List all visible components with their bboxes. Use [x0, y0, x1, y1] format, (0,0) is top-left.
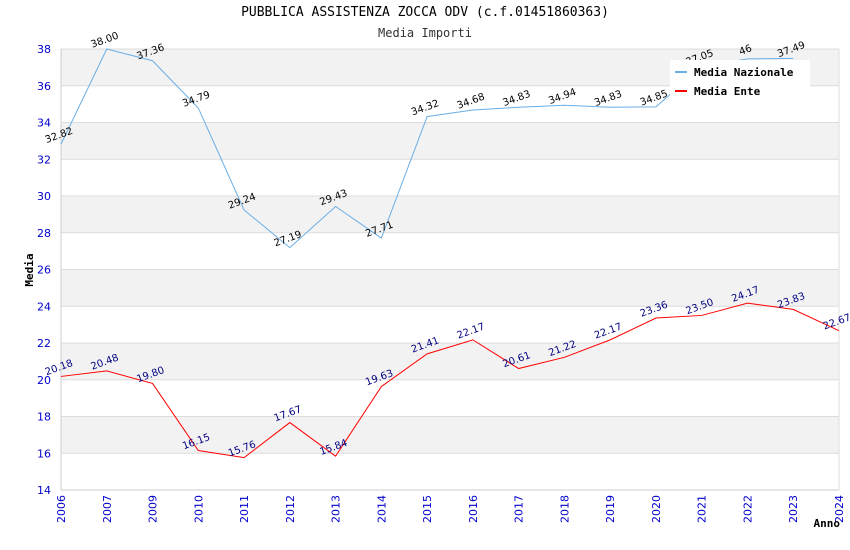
x-tick-label: 2012 — [284, 495, 297, 523]
grid-band — [61, 269, 839, 307]
chart-subtitle: Media Importi — [378, 26, 472, 40]
y-axis-title: Media — [23, 253, 36, 286]
x-tick-label: 2023 — [787, 495, 800, 523]
grid-band — [61, 196, 839, 233]
y-tick-label: 30 — [37, 190, 51, 203]
x-tick-label: 2020 — [650, 495, 663, 523]
x-tick-label: 2015 — [421, 495, 434, 523]
y-tick-label: 24 — [37, 300, 51, 313]
y-tick-label: 18 — [37, 411, 51, 424]
y-tick-label: 20 — [37, 374, 51, 387]
x-tick-label: 2024 — [833, 495, 846, 523]
y-tick-label: 32 — [37, 153, 51, 166]
x-tick-label: 2021 — [696, 495, 709, 523]
legend-label-nazionale: Media Nazionale — [694, 66, 794, 79]
grid-band — [61, 232, 839, 270]
x-tick-label: 2006 — [55, 495, 68, 523]
grid-band — [61, 343, 839, 380]
y-tick-label: 38 — [37, 43, 51, 56]
y-tick-label: 16 — [37, 447, 51, 460]
x-tick-label: 2022 — [741, 495, 754, 523]
y-tick-label: 14 — [37, 484, 51, 497]
x-tick-label: 2018 — [558, 495, 571, 523]
x-tick-label: 2007 — [101, 495, 114, 523]
x-tick-label: 2009 — [147, 495, 160, 523]
grid-band — [61, 306, 839, 343]
y-tick-label: 36 — [37, 80, 51, 93]
y-tick-label: 26 — [37, 264, 51, 277]
y-tick-label: 34 — [37, 117, 51, 130]
data-label-nazionale: 38.00 — [90, 31, 121, 51]
grid-band — [61, 379, 839, 417]
data-label-nazionale: 46 — [738, 43, 754, 58]
x-tick-label: 2010 — [192, 495, 205, 523]
x-tick-label: 2019 — [604, 495, 617, 523]
x-tick-label: 2016 — [467, 495, 480, 523]
y-tick-label: 28 — [37, 227, 51, 240]
x-tick-label: 2011 — [238, 495, 251, 523]
grid-band — [61, 453, 839, 490]
x-axis-title: Anno — [814, 517, 841, 530]
y-tick-label: 22 — [37, 337, 51, 350]
legend-label-ente: Media Ente — [694, 85, 761, 98]
x-tick-label: 2014 — [375, 495, 388, 523]
grid-band — [61, 122, 839, 160]
x-tick-label: 2017 — [513, 495, 526, 523]
legend-box — [670, 60, 810, 102]
chart-title: PUBBLICA ASSISTENZA ZOCCA ODV (c.f.01451… — [241, 5, 609, 20]
grid-band — [61, 416, 839, 454]
x-tick-label: 2013 — [330, 495, 343, 523]
grid-band — [61, 159, 839, 196]
series-line-media-ente — [60, 302, 840, 459]
